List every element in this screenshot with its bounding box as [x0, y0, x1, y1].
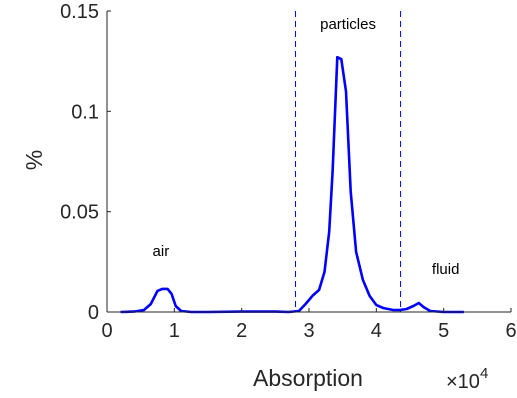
x-tick-label: 2 — [236, 320, 247, 342]
x-axis-label: Absorption — [253, 365, 363, 391]
annotation-label: fluid — [432, 261, 460, 278]
annotation-label: particles — [320, 16, 376, 33]
x-axis-multiplier: ×104 — [446, 365, 488, 393]
y-tick-label: 0.1 — [71, 101, 99, 123]
x-tick-label: 0 — [101, 320, 112, 342]
x-tick-label: 6 — [505, 320, 516, 342]
x-tick-label: 3 — [303, 320, 314, 342]
x-tick-label: 5 — [438, 320, 449, 342]
x-axis-multiplier-power: 4 — [480, 365, 488, 382]
x-axis-multiplier-base: ×10 — [446, 371, 480, 393]
axes: 0 1 2 3 4 5 6 0 0.05 0.1 0.15 — [60, 1, 517, 342]
y-tick-label: 0 — [88, 302, 99, 324]
annotation-label: air — [153, 243, 170, 260]
x-tick-label: 1 — [169, 320, 180, 342]
y-axis-label: % — [21, 150, 47, 170]
y-tick-label: 0.15 — [60, 1, 99, 23]
x-tick-label: 4 — [371, 320, 382, 342]
y-tick-label: 0.05 — [60, 202, 99, 224]
series-line — [120, 55, 464, 314]
plot-area: air particles fluid — [120, 11, 464, 314]
